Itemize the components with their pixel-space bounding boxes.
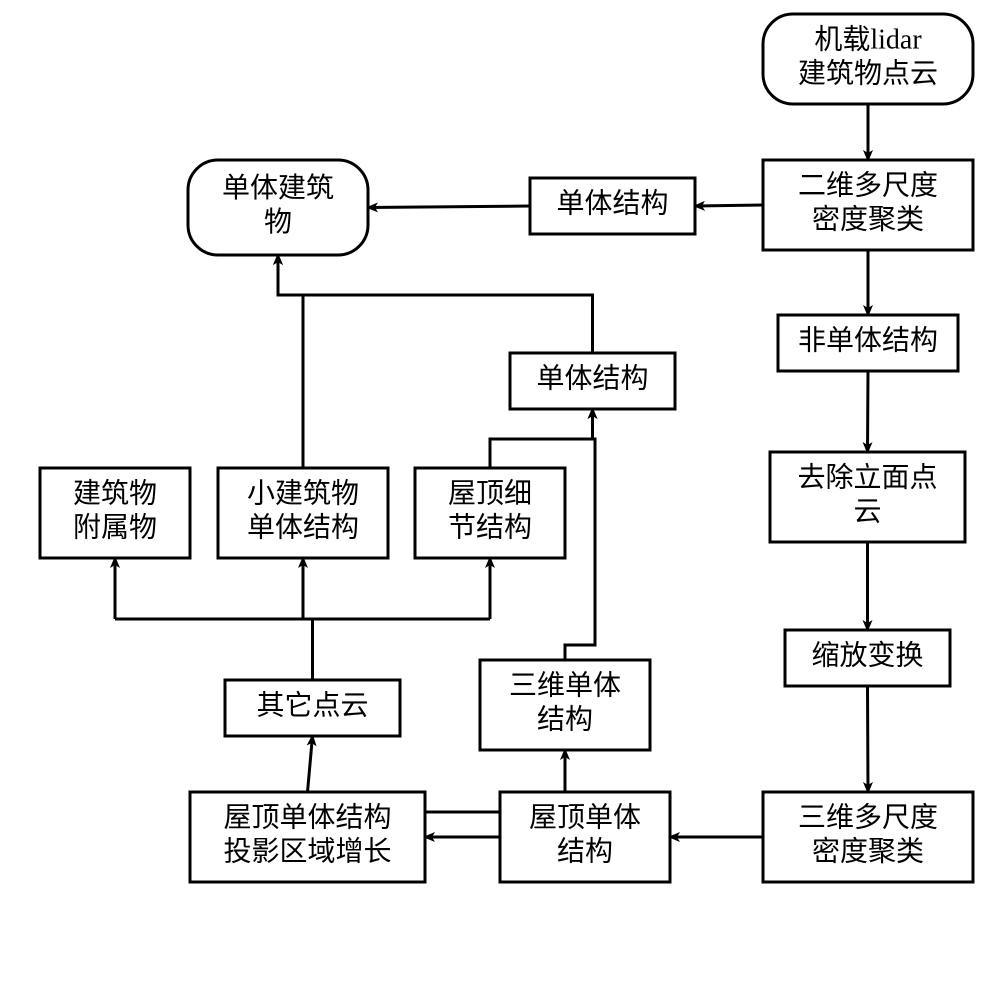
node-nonsingle-label-0: 非单体结构: [798, 324, 938, 356]
node-removeFacade-label-1: 云: [853, 496, 881, 527]
node-single1-label-0: 单体结构: [556, 187, 668, 219]
edge-single2-to-building: [278, 255, 593, 353]
edge-clust2d-to-single1: [695, 205, 763, 206]
node-attach-label-1: 附属物: [73, 511, 157, 543]
node-roofSingle-label-0: 屋顶单体: [529, 801, 641, 833]
node-single2-label-0: 单体结构: [536, 362, 648, 394]
node-clust3d-label-1: 密度聚类: [812, 835, 924, 867]
node-attach: 建筑物附属物: [40, 468, 190, 558]
edge-smallBld-to-building: [278, 255, 303, 468]
edge-roofDetail-to-single2: [490, 409, 593, 468]
node-removeFacade-label-0: 去除立面点: [797, 461, 937, 493]
node-single1: 单体结构: [530, 178, 695, 234]
flowchart-diagram: 机载lidar建筑物点云二维多尺度密度聚类单体结构单体建筑物非单体结构单体结构去…: [0, 0, 1000, 982]
node-start-label-1: 建筑物点云: [798, 57, 938, 89]
node-roofSingle: 屋顶单体结构: [500, 792, 670, 882]
node-start: 机载lidar建筑物点云: [763, 14, 973, 104]
node-start-label-0: 机载lidar: [814, 23, 922, 55]
node-roofDetail-label-0: 屋顶细: [448, 477, 532, 509]
node-roofProj-label-1: 投影区域增长: [223, 835, 391, 867]
node-roofProj-label-0: 屋顶单体结构: [223, 801, 391, 833]
node-roofDetail: 屋顶细节结构: [415, 468, 565, 558]
node-roofProj: 屋顶单体结构投影区域增长: [190, 792, 425, 882]
edge-scale-to-clust3d: [868, 686, 869, 792]
node-smallBld: 小建筑物单体结构: [218, 468, 388, 558]
node-building: 单体建筑物: [188, 160, 368, 255]
node-smallBld-label-0: 小建筑物: [247, 477, 359, 509]
node-roofSingle-label-1: 结构: [557, 835, 613, 867]
node-clust2d: 二维多尺度密度聚类: [763, 160, 973, 250]
edge-nonsingle-to-removeFacade: [868, 371, 869, 452]
edge-single3d-to-single2: [565, 409, 595, 660]
node-scale: 缩放变换: [785, 630, 950, 686]
node-building-label-0: 单体建筑: [222, 172, 334, 204]
node-clust3d-label-0: 三维多尺度: [798, 801, 938, 833]
node-single3d: 三维单体结构: [480, 660, 650, 750]
edge-single1-to-building: [368, 206, 530, 208]
edge-roofProj-to-otherPts: [308, 736, 313, 792]
node-roofDetail-label-1: 节结构: [448, 511, 532, 543]
nodes-layer: 机载lidar建筑物点云二维多尺度密度聚类单体结构单体建筑物非单体结构单体结构去…: [40, 14, 973, 882]
node-single3d-label-0: 三维单体: [509, 669, 621, 701]
node-single3d-label-1: 结构: [537, 703, 593, 735]
node-smallBld-label-1: 单体结构: [247, 511, 359, 543]
node-clust3d: 三维多尺度密度聚类: [763, 792, 973, 882]
node-otherPts-label-0: 其它点云: [256, 689, 368, 721]
node-single2: 单体结构: [510, 353, 675, 409]
node-clust2d-label-1: 密度聚类: [812, 203, 924, 235]
node-nonsingle: 非单体结构: [778, 315, 958, 371]
node-otherPts: 其它点云: [225, 680, 400, 736]
node-attach-label-0: 建筑物: [73, 477, 157, 509]
node-clust2d-label-0: 二维多尺度: [798, 169, 938, 201]
node-building-label-1: 物: [264, 206, 292, 238]
node-removeFacade: 去除立面点云: [770, 452, 965, 542]
node-scale-label-0: 缩放变换: [811, 639, 923, 671]
